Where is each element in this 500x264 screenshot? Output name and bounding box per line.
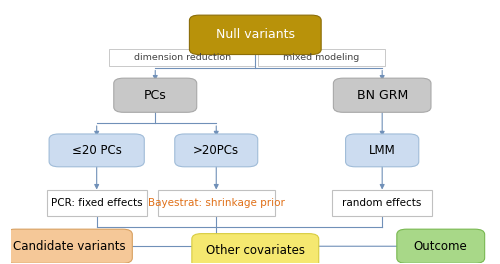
FancyBboxPatch shape	[109, 49, 256, 66]
FancyBboxPatch shape	[175, 134, 258, 167]
FancyBboxPatch shape	[46, 190, 146, 216]
Text: Null variants: Null variants	[216, 28, 295, 41]
FancyBboxPatch shape	[332, 190, 432, 216]
Text: LMM: LMM	[369, 144, 396, 157]
FancyBboxPatch shape	[6, 229, 132, 263]
FancyBboxPatch shape	[158, 190, 275, 216]
Text: ≤20 PCs: ≤20 PCs	[72, 144, 122, 157]
FancyBboxPatch shape	[192, 234, 318, 264]
Text: Bayestrat: shrinkage prior: Bayestrat: shrinkage prior	[148, 198, 284, 208]
FancyBboxPatch shape	[346, 134, 419, 167]
Text: random effects: random effects	[342, 198, 422, 208]
Text: dimension reduction: dimension reduction	[134, 53, 230, 62]
Text: Outcome: Outcome	[414, 240, 468, 253]
FancyBboxPatch shape	[258, 49, 384, 66]
FancyBboxPatch shape	[114, 78, 196, 112]
Text: mixed modeling: mixed modeling	[283, 53, 360, 62]
FancyBboxPatch shape	[190, 15, 321, 55]
Text: PCs: PCs	[144, 89, 167, 102]
FancyBboxPatch shape	[334, 78, 431, 112]
Text: Other covariates: Other covariates	[206, 244, 305, 257]
Text: >20PCs: >20PCs	[193, 144, 240, 157]
FancyBboxPatch shape	[49, 134, 144, 167]
Text: BN GRM: BN GRM	[356, 89, 408, 102]
Text: Candidate variants: Candidate variants	[12, 240, 125, 253]
FancyBboxPatch shape	[397, 229, 484, 263]
Text: PCR: fixed effects: PCR: fixed effects	[51, 198, 142, 208]
